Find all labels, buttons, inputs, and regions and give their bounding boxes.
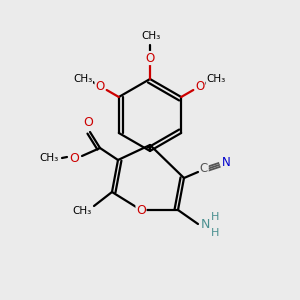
Text: CH₃: CH₃ — [72, 206, 92, 216]
Text: CH₃: CH₃ — [206, 74, 226, 84]
Text: O: O — [196, 80, 205, 92]
Text: O: O — [136, 203, 146, 217]
Text: H: H — [211, 228, 219, 238]
Text: O: O — [69, 152, 79, 164]
Text: O: O — [146, 52, 154, 64]
Text: C: C — [200, 163, 208, 176]
Text: N: N — [200, 218, 210, 230]
Text: CH₃: CH₃ — [141, 31, 160, 41]
Text: O: O — [95, 80, 104, 92]
Text: CH₃: CH₃ — [39, 153, 58, 163]
Text: O: O — [83, 116, 93, 130]
Text: CH₃: CH₃ — [73, 74, 92, 84]
Text: N: N — [222, 155, 230, 169]
Text: H: H — [211, 212, 219, 222]
